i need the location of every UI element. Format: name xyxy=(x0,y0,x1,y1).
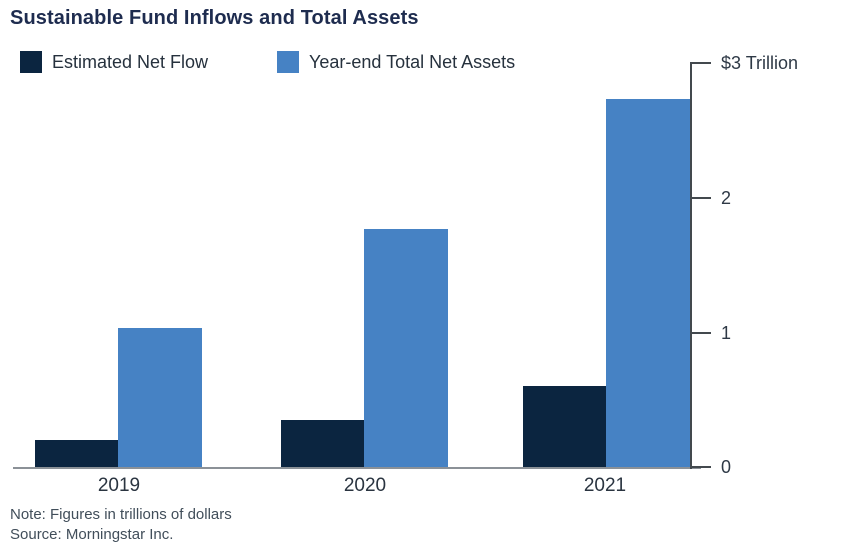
x-axis-label-2020: 2020 xyxy=(343,475,387,496)
legend-label-total-assets: Year-end Total Net Assets xyxy=(309,51,516,72)
chart-title: Sustainable Fund Inflows and Total Asset… xyxy=(10,7,419,29)
legend-item-net-flow: Estimated Net Flow xyxy=(20,51,208,73)
legend-swatch-total-assets xyxy=(277,51,299,73)
y-axis-tick-label: 0 xyxy=(721,457,732,477)
y-axis-tick xyxy=(690,332,711,334)
y-axis-tick-label: $3 Trillion xyxy=(721,53,799,73)
legend: Estimated Net Flow Year-end Total Net As… xyxy=(0,51,850,77)
x-axis-label-2019: 2019 xyxy=(97,475,141,496)
legend-label-net-flow: Estimated Net Flow xyxy=(52,51,209,72)
bar-net-flow-2019 xyxy=(35,440,118,467)
y-axis-tick xyxy=(690,197,711,199)
bar-net-flow-2020 xyxy=(281,420,364,467)
footnotes: Note: Figures in trillions of dollars So… xyxy=(10,505,232,545)
legend-swatch-net-flow xyxy=(20,51,42,73)
note-text: Note: Figures in trillions of dollars xyxy=(10,506,232,523)
x-axis-label-2021: 2021 xyxy=(583,475,627,496)
bar-total-assets-2019 xyxy=(118,328,202,467)
x-axis-line xyxy=(13,467,701,469)
y-axis-tick xyxy=(690,466,711,468)
y-axis-tick-label: 2 xyxy=(721,188,732,208)
y-axis-tick-label: 1 xyxy=(721,323,732,343)
source-text: Source: Morningstar Inc. xyxy=(10,526,174,543)
y-axis-line xyxy=(690,63,692,469)
bar-net-flow-2021 xyxy=(523,386,606,467)
y-axis-tick xyxy=(690,62,711,64)
bar-total-assets-2020 xyxy=(364,229,448,467)
legend-item-total-assets: Year-end Total Net Assets xyxy=(277,51,515,73)
bar-total-assets-2021 xyxy=(606,99,690,467)
